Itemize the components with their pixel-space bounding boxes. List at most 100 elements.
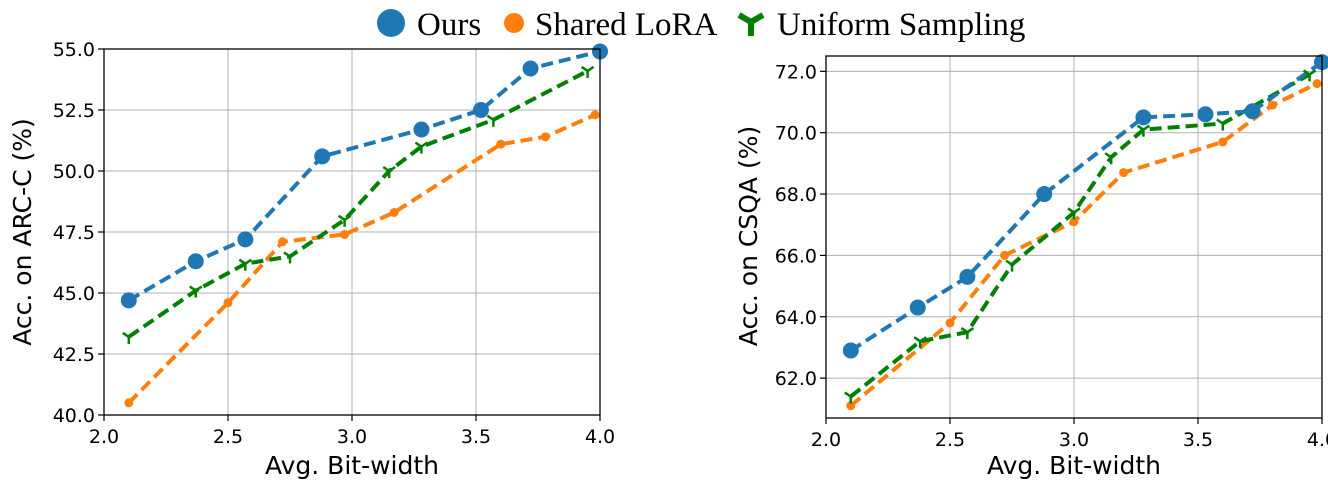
marker-stroke [850, 391, 858, 398]
y-tick-label: 42.5 [53, 344, 95, 366]
data-point-uniform-sampling [283, 251, 297, 264]
series-line-shared-lora-csqa [849, 81, 1318, 408]
marker-stroke [1073, 207, 1081, 214]
x-ticks-csqa: 2.0 2.5 3.0 3.5 4.0 [811, 418, 1328, 451]
y-tick-label: 70.0 [775, 123, 817, 145]
marker-stroke [122, 331, 130, 338]
marker-stroke [1104, 152, 1112, 159]
data-point-ours [1244, 103, 1261, 120]
marker-stroke [1216, 118, 1224, 125]
data-point-shared-lora [1218, 137, 1228, 147]
data-point-shared-lora [1312, 79, 1322, 89]
data-point-shared-lora [223, 298, 233, 308]
y-tick-label: 45.0 [53, 283, 95, 305]
x-tick-label: 2.5 [213, 426, 243, 448]
x-tick-label: 3.0 [1059, 429, 1089, 451]
x-tick-label: 2.0 [89, 426, 119, 448]
y-tick-label: 50.0 [53, 161, 95, 183]
marker-stroke [492, 114, 501, 121]
data-point-ours [120, 292, 137, 309]
data-point-ours [472, 102, 489, 118]
x-tick-label: 3.0 [337, 426, 367, 448]
legend: Ours Shared LoRA Uniform Sampling [377, 7, 1025, 43]
data-point-uniform-sampling [580, 65, 595, 78]
data-point-ours [1036, 186, 1053, 203]
legend-marker-shared-lora [504, 13, 524, 33]
legend-entry-shared-lora: Shared LoRA [504, 7, 718, 43]
marker-stroke [1011, 259, 1019, 266]
marker-stroke [1136, 124, 1145, 131]
data-point-shared-lora [846, 401, 856, 411]
y-tick-label: 68.0 [775, 184, 817, 206]
data-point-uniform-sampling [1302, 69, 1317, 82]
marker-stroke [414, 141, 423, 148]
data-point-shared-lora [1119, 168, 1129, 178]
data-point-uniform-sampling [238, 258, 253, 271]
data-point-shared-lora [945, 318, 955, 328]
marker-stroke [960, 327, 969, 334]
data-point-uniform-sampling [189, 285, 203, 298]
data-point-uniform-sampling [1216, 118, 1230, 131]
data-point-uniform-sampling [1005, 259, 1019, 272]
x-axis-label-csqa: Avg. Bit-width [987, 451, 1161, 480]
y-tick-label: 40.0 [53, 405, 95, 427]
data-point-ours [1197, 106, 1214, 123]
marker-stroke [1142, 124, 1151, 131]
data-point-ours [909, 299, 926, 316]
marker-stroke [195, 285, 203, 292]
marker-stroke [919, 336, 927, 343]
series-line-shared-lora-arc-c [127, 113, 596, 405]
data-point-uniform-sampling [122, 331, 136, 344]
marker-stroke [343, 214, 352, 221]
marker-stroke [844, 391, 852, 398]
data-point-ours [413, 121, 430, 138]
marker-stroke [966, 327, 975, 334]
data-point-shared-lora [590, 110, 600, 120]
series-markers-csqa [842, 54, 1328, 411]
data-point-uniform-sampling [382, 165, 396, 178]
marker-stroke [238, 258, 247, 265]
marker-stroke [289, 251, 297, 258]
data-point-shared-lora [124, 398, 134, 408]
data-point-shared-lora [540, 132, 550, 142]
data-point-shared-lora [278, 237, 288, 247]
data-point-ours [842, 342, 859, 359]
marker-stroke [1110, 152, 1118, 159]
y-axis-label-csqa: Acc. on CSQA (%) [734, 126, 763, 346]
legend-label-ours: Ours [417, 7, 481, 43]
y-ticks-csqa: 62.0 64.0 66.0 68.0 70.0 72.0 [775, 61, 826, 390]
x-tick-label: 3.5 [1183, 429, 1213, 451]
x-tick-label: 4.0 [1307, 429, 1328, 451]
x-ticks-arc-c: 2.0 2.5 3.0 3.5 4.0 [89, 415, 615, 448]
marker-stroke [189, 285, 197, 292]
marker-stroke [1302, 69, 1311, 76]
marker-stroke [283, 251, 291, 258]
marker-stroke [913, 336, 921, 343]
x-tick-label: 4.0 [585, 426, 615, 448]
legend-entry-uniform-sampling: Uniform Sampling [737, 7, 1025, 43]
data-point-shared-lora [1069, 217, 1079, 227]
data-point-uniform-sampling [1136, 124, 1151, 137]
data-point-shared-lora [389, 207, 399, 217]
y-tick-label: 64.0 [775, 307, 817, 329]
series-line-ours-arc-c [127, 49, 601, 303]
data-point-ours [187, 253, 204, 270]
data-point-ours [237, 231, 254, 248]
data-point-uniform-sampling [1104, 152, 1118, 165]
marker-stroke [382, 165, 390, 173]
series-markers-arc-c [120, 43, 608, 408]
marker-stroke [420, 141, 429, 148]
legend-marker-uniform-sampling [737, 12, 765, 36]
marker-stroke [1222, 118, 1230, 125]
data-point-ours [1314, 54, 1328, 71]
data-point-ours [1135, 109, 1152, 126]
data-point-uniform-sampling [486, 114, 501, 127]
data-point-ours [522, 60, 539, 77]
legend-entry-ours: Ours [377, 7, 481, 43]
y-tick-label: 62.0 [775, 368, 817, 390]
marker-stroke [1067, 207, 1075, 214]
marker-stroke [337, 214, 346, 221]
data-point-shared-lora [340, 229, 350, 239]
marker-stroke [128, 331, 136, 338]
